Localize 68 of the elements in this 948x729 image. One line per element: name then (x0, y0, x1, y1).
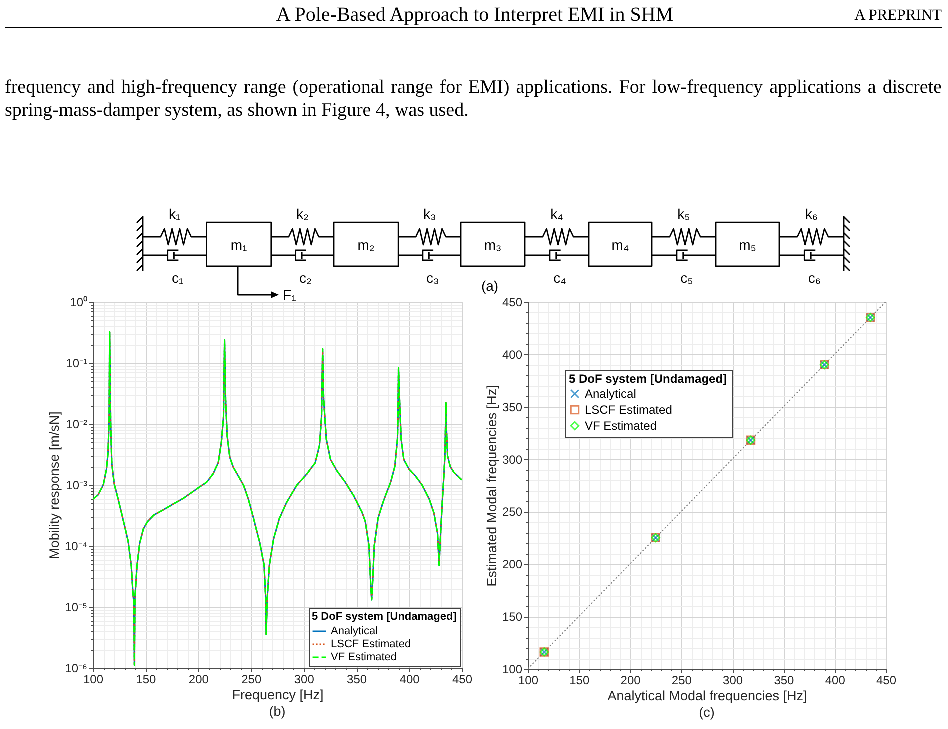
text: m₅ (739, 237, 756, 253)
x-tick-label: 400 (400, 672, 420, 686)
text: (c) (698, 705, 716, 721)
y-tick-label: 300 (502, 452, 523, 467)
x-tick-label: 450 (876, 674, 897, 688)
text: c₆ (808, 270, 822, 286)
x-tick-label: 350 (774, 674, 795, 688)
text: c₅ (680, 270, 694, 286)
y-tick-label: 150 (502, 610, 523, 624)
y-tick-label: 10⁻⁴ (64, 540, 88, 554)
y-tick-label: 450 (502, 296, 523, 310)
text: (a) (481, 278, 499, 294)
x-axis-title: Frequency [Hz] (232, 688, 324, 702)
text: A Pole-Based Approach to Interpret EMI in SHM (276, 4, 674, 26)
x-tick-label: 150 (570, 674, 590, 688)
text: k₄ (550, 206, 564, 222)
x-tick-label: 300 (723, 674, 744, 688)
y-tick-label: 10⁻² (66, 418, 88, 432)
legend-label: Analytical (585, 387, 636, 401)
text: frequency and high-frequency range (operational range for EMI) applications. For low-frequency applications a discrete spring-mass-damper system, as shown in Figure 4, was used. (5, 76, 942, 122)
y-tick-label: 10⁻³ (66, 478, 88, 492)
text: (b) (268, 704, 287, 720)
y-tick-label: 10⁻⁵ (65, 600, 88, 614)
y-tick-label: 100 (502, 662, 523, 676)
x-tick-label: 100 (83, 672, 104, 686)
text: m₂ (358, 237, 375, 253)
x-tick-label: 200 (188, 672, 210, 686)
legend-label: Analytical (331, 626, 378, 638)
text: c₄ (554, 270, 567, 286)
text: k₆ (805, 206, 818, 222)
text: c₂ (299, 270, 312, 286)
y-tick-label: 10⁰ (70, 296, 88, 310)
text: k₁ (168, 206, 181, 222)
x-tick-label: 100 (518, 674, 539, 688)
text: m₄ (612, 237, 630, 253)
text: k₃ (423, 206, 436, 222)
x-tick-label: 250 (242, 672, 262, 686)
y-tick-label: 10⁻⁶ (65, 662, 88, 676)
text: m₁ (230, 237, 248, 253)
y-tick-label: 400 (502, 348, 523, 362)
y-axis-title: Estimated Modal frequencies [Hz] (484, 385, 500, 587)
y-tick-label: 10⁻¹ (66, 356, 88, 370)
legend-label: LSCF Estimated (585, 403, 672, 417)
y-axis-title: Mobility response [m/sN] (46, 412, 62, 560)
text: k₂ (296, 206, 309, 222)
legend-label: LSCF Estimated (331, 638, 412, 650)
x-tick-label: 300 (294, 672, 315, 686)
x-axis-title: Analytical Modal frequencies [Hz] (608, 688, 808, 704)
legend-label: VF Estimated (331, 652, 398, 664)
y-tick-label: 250 (502, 505, 523, 520)
line-series (93, 331, 462, 666)
text: m₃ (484, 237, 502, 253)
text: k₅ (678, 206, 690, 222)
x-tick-label: 400 (825, 674, 846, 688)
x-tick-label: 450 (452, 672, 473, 686)
text: c₃ (426, 270, 440, 286)
x-tick-label: 250 (672, 674, 692, 688)
y-tick-label: 200 (502, 558, 523, 572)
text: A PREPRINT (854, 6, 942, 26)
legend-title: 5 DoF system [Undamaged] (312, 611, 458, 623)
legend-label: VF Estimated (585, 419, 658, 433)
legend-title: 5 DoF system [Undamaged] (569, 372, 728, 386)
text: c₁ (172, 270, 184, 286)
y-tick-label: 350 (502, 400, 523, 414)
x-tick-label: 200 (620, 674, 642, 688)
x-tick-label: 350 (347, 672, 368, 686)
x-tick-label: 150 (136, 672, 157, 686)
annotation: F₁ (283, 287, 297, 303)
